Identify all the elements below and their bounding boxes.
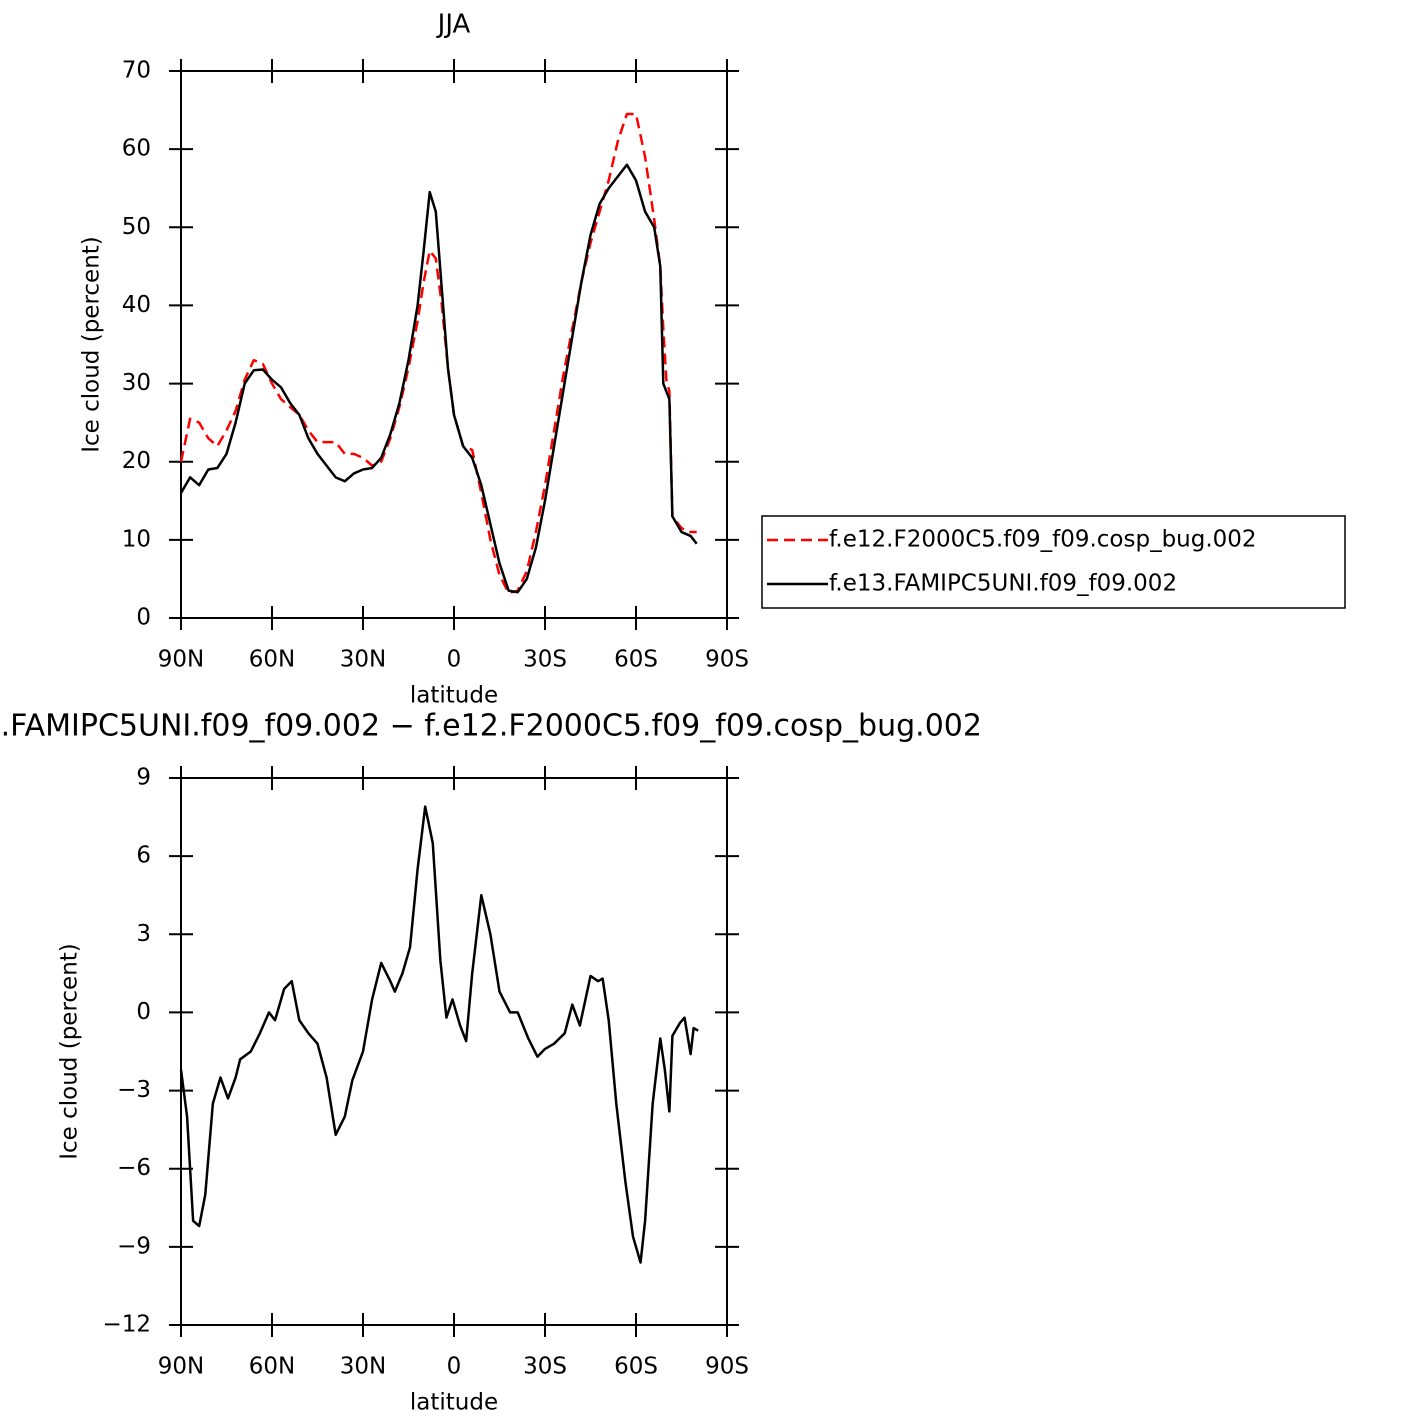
y-tick-label: −6: [117, 1155, 151, 1181]
x-tick-label: 90N: [158, 1354, 204, 1380]
y-axis-label: Ice cloud (percent): [79, 236, 105, 453]
line-series: [179, 112, 697, 595]
y-tick-label: 0: [136, 999, 151, 1025]
y-tick-label: 20: [122, 448, 151, 474]
x-tick-label: 60S: [614, 647, 658, 673]
x-tick-label: 30N: [340, 1354, 386, 1380]
chart-title: f.e13.FAMIPC5UNI.f09_f09.002 − f.e12.F20…: [0, 709, 982, 744]
y-tick-label: 10: [122, 526, 151, 552]
y-tick-label: −3: [117, 1077, 151, 1103]
y-tick-label: 6: [136, 843, 151, 869]
y-tick-label: 70: [122, 58, 151, 84]
x-tick-label: 0: [447, 1354, 462, 1380]
y-axis-label: Ice cloud (percent): [57, 943, 83, 1160]
y-tick-label: −9: [117, 1233, 151, 1259]
x-tick-label: 90N: [158, 647, 204, 673]
x-tick-label: 60N: [249, 647, 295, 673]
y-tick-label: 50: [122, 214, 151, 240]
x-tick-label: 60N: [249, 1354, 295, 1380]
x-tick-label: 60S: [614, 1354, 658, 1380]
x-tick-label: 0: [447, 647, 462, 673]
line-series: [179, 805, 699, 1264]
y-tick-label: 60: [122, 136, 151, 162]
legend-box: [761, 515, 1346, 609]
y-tick-label: −12: [102, 1312, 151, 1338]
legend-label: f.e12.F2000C5.f09_f09.cosp_bug.002: [829, 527, 1257, 553]
x-tick-label: 90S: [705, 1354, 749, 1380]
chart-title: JJA: [436, 10, 471, 40]
y-tick-label: 30: [122, 370, 151, 396]
y-tick-label: 0: [136, 605, 151, 631]
x-tick-label: 30N: [340, 647, 386, 673]
y-tick-label: 3: [136, 921, 151, 947]
y-tick-label: 9: [136, 765, 151, 791]
x-axis-label: latitude: [410, 1390, 498, 1416]
x-tick-label: 30S: [523, 647, 567, 673]
y-tick-label: 40: [122, 292, 151, 318]
x-tick-label: 90S: [705, 647, 749, 673]
plot-frame: [180, 777, 728, 1326]
legend-label: f.e13.FAMIPC5UNI.f09_f09.002: [829, 571, 1177, 597]
x-axis-label: latitude: [410, 683, 498, 709]
x-tick-label: 30S: [523, 1354, 567, 1380]
line-series: [179, 163, 698, 594]
